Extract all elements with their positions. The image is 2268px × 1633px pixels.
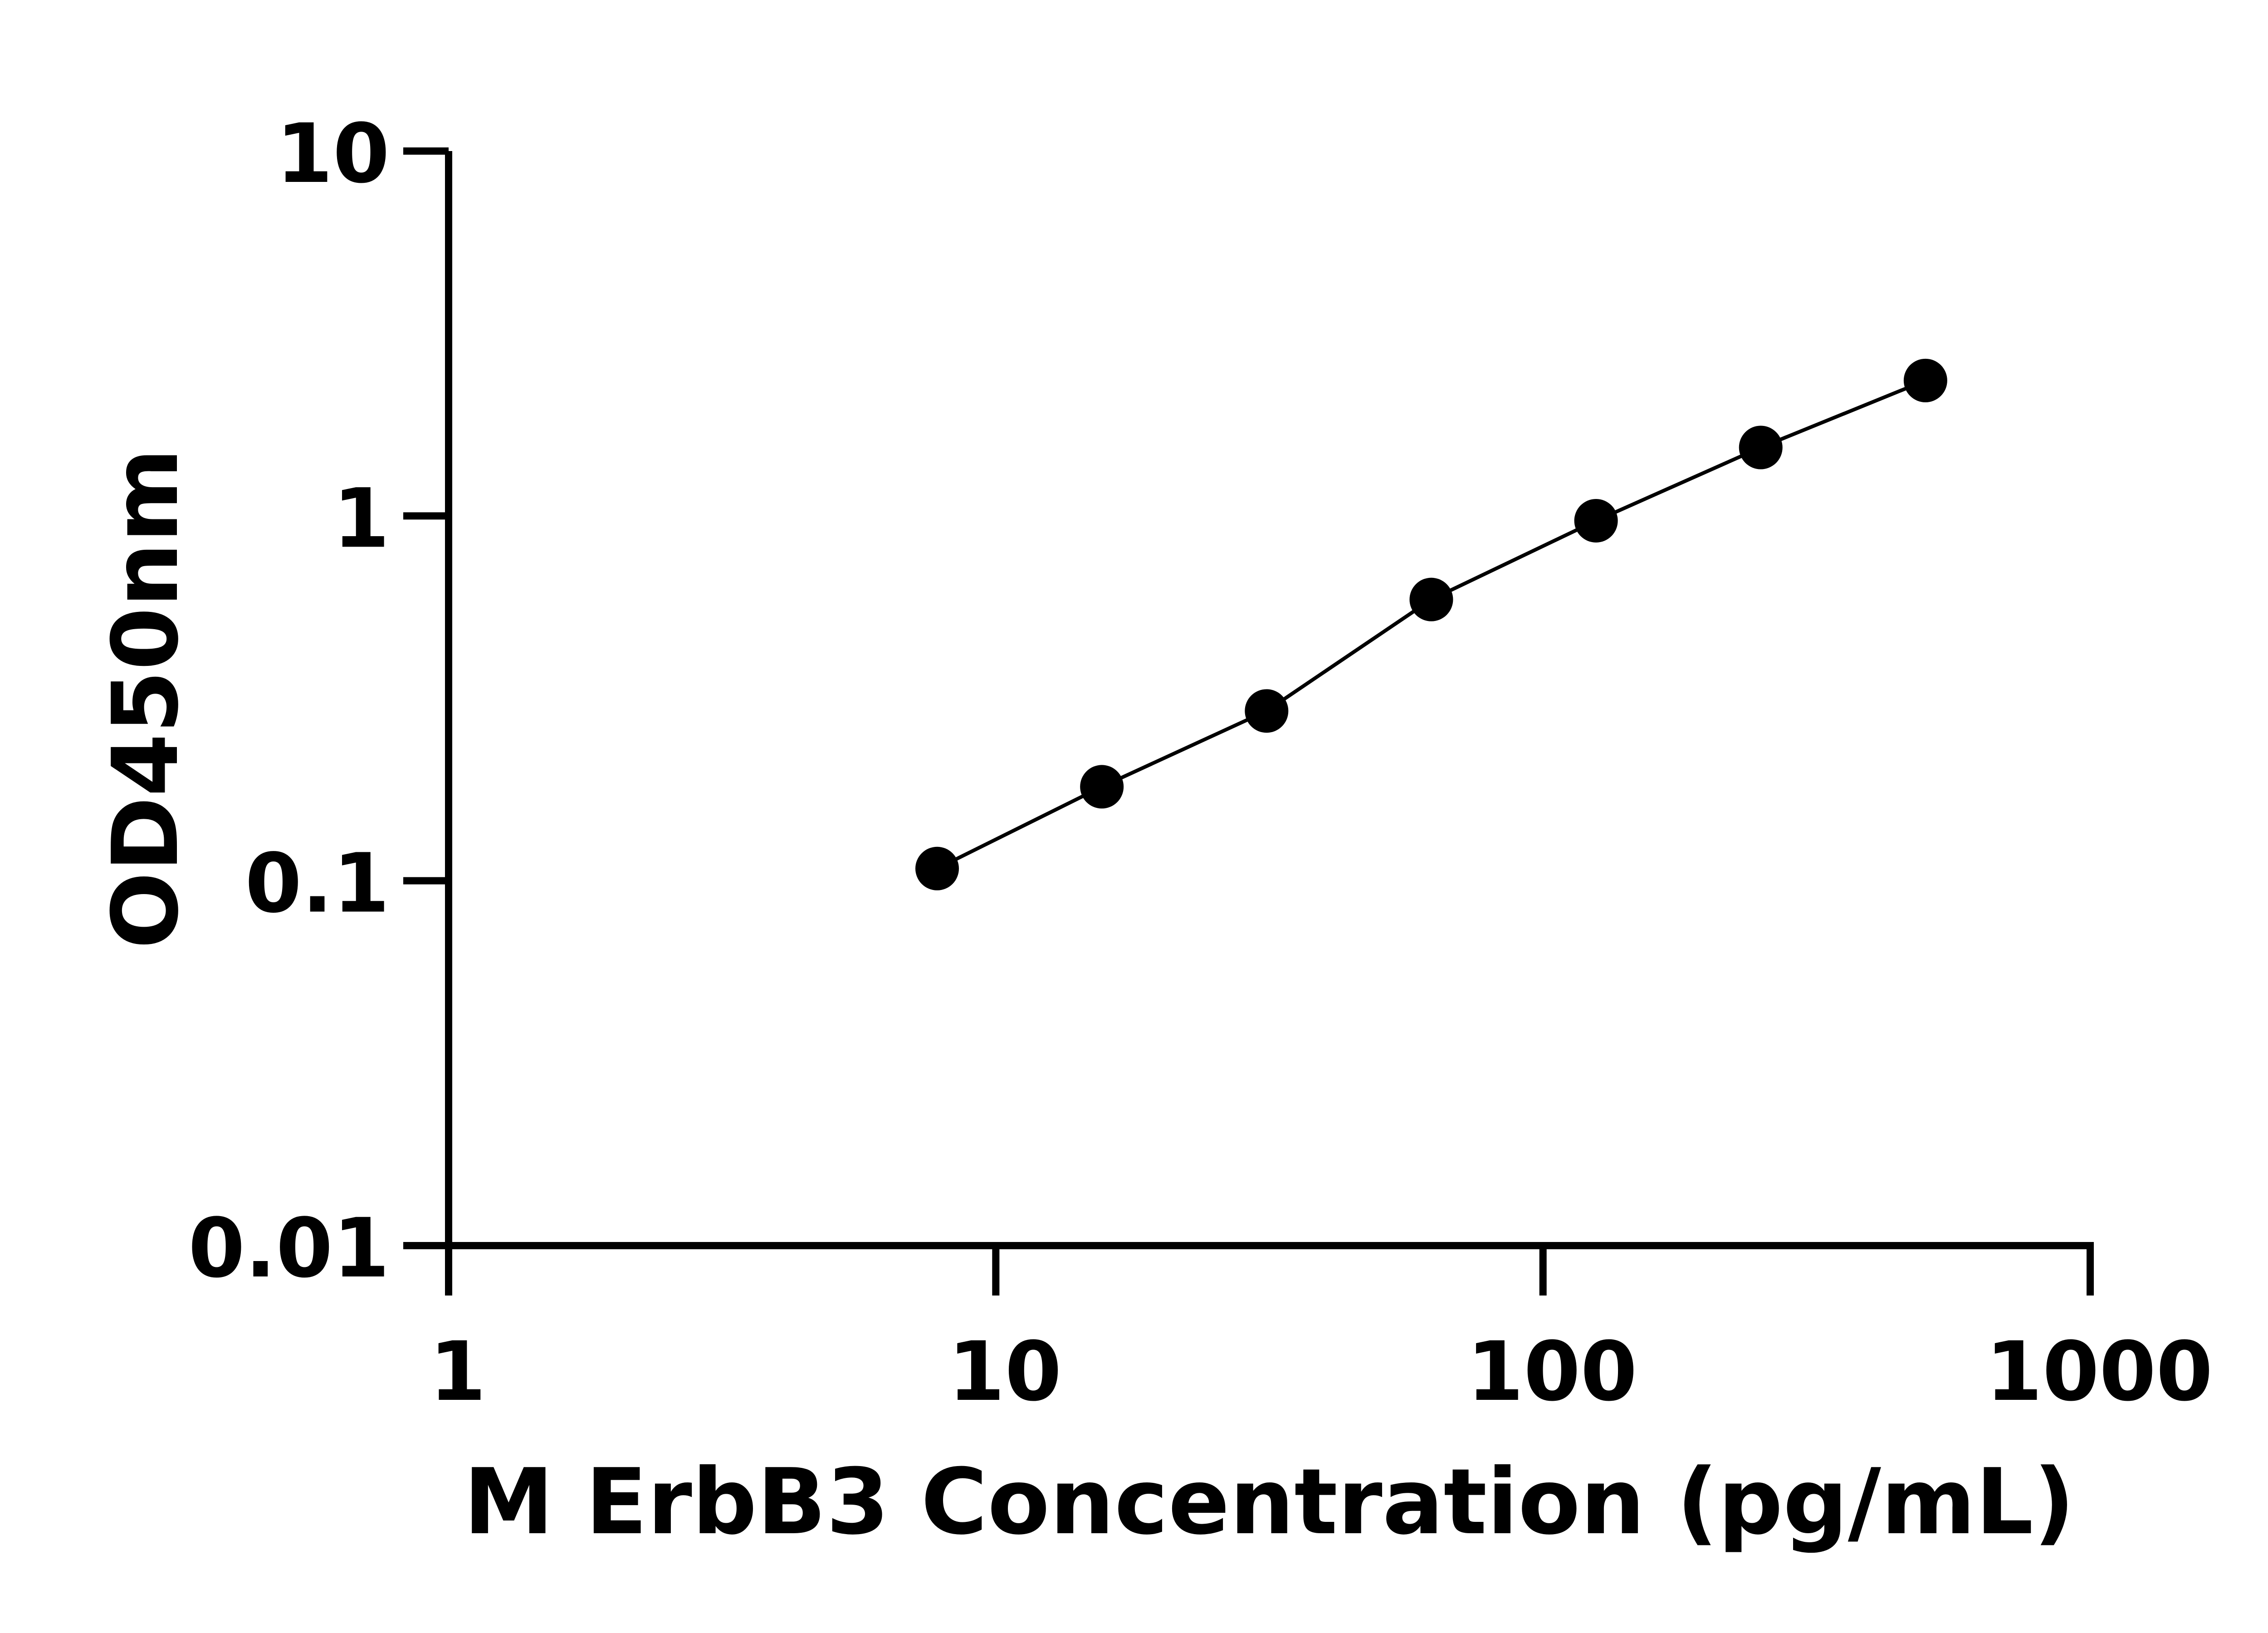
data-point	[1574, 499, 1618, 543]
axes: 0.01 0.1 1 10 1 10 100 1000	[188, 107, 2213, 1419]
x-tick-label: 100	[1467, 1325, 1637, 1419]
y-tick-label: 1	[333, 471, 390, 566]
y-tick-label: 0.01	[188, 1201, 390, 1296]
x-tick-label: 1	[429, 1325, 486, 1419]
data-point	[1409, 577, 1453, 621]
y-tick-label: 0.1	[245, 836, 390, 931]
data-point	[1739, 425, 1783, 469]
data-marks	[915, 358, 1947, 890]
data-point	[1245, 689, 1289, 733]
x-tick-label: 1000	[1986, 1325, 2213, 1419]
x-tick-label: 10	[948, 1325, 1062, 1419]
data-point	[915, 846, 959, 890]
x-axis-label: M ErbB3 Concentration (pg/mL)	[464, 1449, 2075, 1555]
data-point	[1080, 765, 1124, 809]
y-tick-label: 10	[276, 107, 390, 201]
y-axis-label: OD450nm	[93, 448, 199, 949]
data-point	[1903, 358, 1947, 402]
